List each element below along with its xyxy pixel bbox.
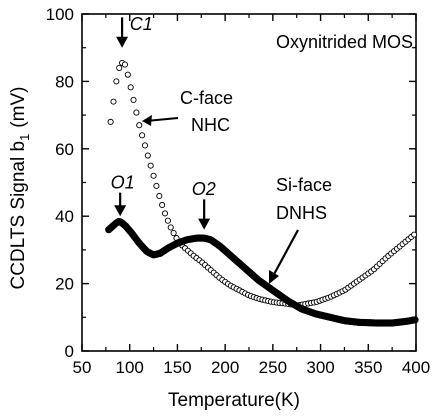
x-tick-label: 250 — [259, 358, 287, 377]
y-axis-title-unit: (mV) — [8, 87, 29, 128]
peak-annotation-o2: O2 — [192, 179, 216, 230]
c-face-point — [167, 224, 174, 231]
peak-arrow-head — [116, 36, 129, 48]
c-face-point — [130, 96, 137, 103]
c-face-point — [121, 61, 128, 68]
y-tick-label: 60 — [55, 140, 74, 159]
c-face-point — [170, 229, 177, 237]
c-face-point — [136, 122, 143, 129]
c-face-series-sublabel: NHC — [191, 115, 230, 135]
c-face-point — [107, 118, 114, 125]
peak-arrow-head — [198, 218, 211, 230]
si-face-series-label: Si-face — [276, 175, 332, 195]
y-tick-label: 0 — [65, 342, 74, 361]
c-face-point — [124, 71, 131, 78]
c-face-point — [164, 217, 171, 224]
si-face-point — [411, 316, 419, 324]
c-face-point — [153, 182, 160, 189]
c-face-series-label: C-face — [180, 88, 233, 108]
peak-arrow-head — [114, 205, 127, 217]
c-face-point — [141, 142, 149, 149]
x-tick-label: 300 — [306, 358, 334, 377]
series-layer — [105, 59, 419, 327]
y-axis-title: CCDLTS Signal b1 (mV) — [8, 87, 32, 290]
y-tick-label: 100 — [46, 5, 74, 24]
c-face-point — [110, 98, 117, 105]
x-tick-label: 200 — [211, 358, 239, 377]
y-tick-label: 20 — [55, 275, 74, 294]
x-tick-label: 50 — [73, 358, 92, 377]
peak-annotation-c1: C1 — [116, 14, 153, 48]
c-face-point — [411, 231, 418, 238]
c-face-point — [144, 152, 151, 159]
peak-label: O1 — [111, 173, 135, 193]
x-tick-label: 100 — [116, 358, 144, 377]
c-face-point — [156, 192, 163, 200]
c-face-point — [147, 162, 154, 169]
annotation-layer: C1 O1 O2 — [111, 14, 216, 230]
c-face-point — [133, 109, 140, 116]
y-tick-label: 80 — [55, 72, 74, 91]
series-si-face-dnhs — [105, 217, 419, 327]
peak-label: C1 — [130, 14, 153, 34]
y-axis-ticks: 0 20 40 60 80 100 — [46, 5, 416, 361]
si-face-label-arrow — [269, 229, 299, 284]
x-axis-title: Temperature(K) — [168, 390, 300, 411]
c-face-point — [113, 78, 120, 85]
x-tick-label: 400 — [402, 358, 430, 377]
series-c-face-nhc — [107, 59, 418, 309]
y-axis-title-main: CCDLTS Signal b — [8, 141, 29, 290]
c-face-point — [139, 132, 146, 139]
x-tick-label: 350 — [354, 358, 382, 377]
chart-title: Oxynitrided MOS — [276, 32, 413, 52]
c-face-point — [159, 201, 166, 209]
y-axis-title-sub: 1 — [17, 134, 32, 141]
x-tick-label: 150 — [163, 358, 191, 377]
peak-annotation-o1: O1 — [111, 173, 135, 217]
c-face-point — [116, 64, 123, 71]
c-face-label-arrow — [142, 115, 179, 126]
peak-label: O2 — [192, 179, 216, 199]
si-face-series-sublabel: DNHS — [276, 203, 327, 223]
c-face-point — [161, 210, 169, 217]
x-axis-ticks: 50 100 150 200 250 300 350 400 — [73, 14, 430, 377]
c-face-point — [150, 172, 157, 179]
c-face-point — [127, 84, 134, 91]
y-tick-label: 40 — [55, 207, 74, 226]
